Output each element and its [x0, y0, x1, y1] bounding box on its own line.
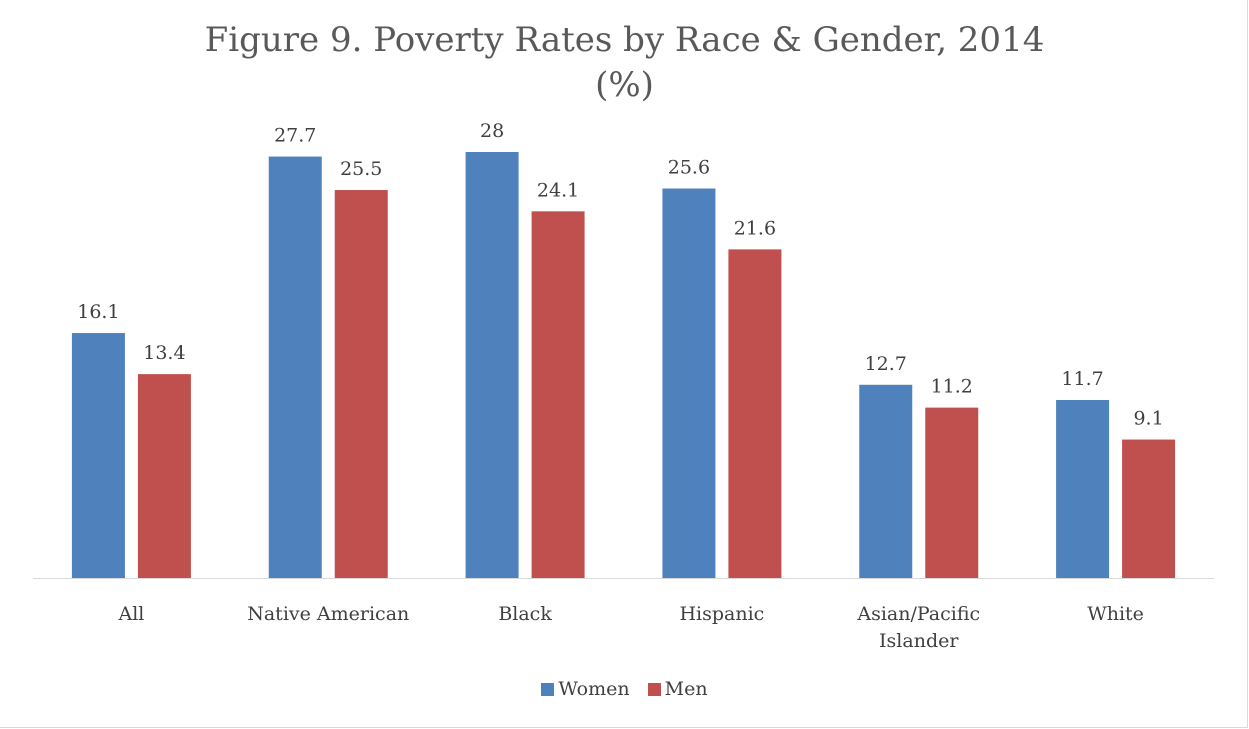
x-tick-label-4-line-0: Asian/Pacific [856, 603, 980, 625]
bar-men-4 [925, 407, 979, 578]
legend-swatch-women [541, 682, 555, 696]
data-label-women-2: 28 [480, 120, 504, 142]
legend-swatch-men [647, 682, 661, 696]
legend-item-men: Men [647, 678, 708, 700]
x-tick-label-5: White [1087, 603, 1144, 625]
x-tick-label-2: Black [498, 603, 552, 625]
bar-men-5 [1122, 439, 1176, 578]
x-tick-label-1: Native American [247, 603, 409, 625]
data-label-women-1: 27.7 [274, 125, 316, 147]
bar-men-3 [728, 249, 782, 578]
data-label-women-5: 11.7 [1061, 368, 1103, 390]
bar-women-2 [465, 152, 519, 578]
chart-title-line-1: Figure 9. Poverty Rates by Race & Gender… [204, 20, 1045, 60]
data-label-men-0: 13.4 [143, 342, 185, 364]
data-label-men-2: 24.1 [537, 179, 579, 201]
data-label-men-5: 9.1 [1133, 408, 1163, 430]
bar-women-3 [662, 188, 716, 578]
bar-women-1 [268, 156, 322, 579]
legend-label-women: Women [558, 678, 630, 700]
legend-item-women: Women [541, 678, 630, 700]
chart-title-line-2: (%) [595, 65, 654, 105]
legend-label-men: Men [664, 678, 708, 700]
chart-title: Figure 9. Poverty Rates by Race & Gender… [0, 18, 1249, 108]
chart-legend: Women Men [0, 678, 1249, 701]
data-label-men-1: 25.5 [340, 158, 382, 180]
data-label-women-4: 12.7 [865, 353, 907, 375]
data-label-women-0: 16.1 [77, 301, 119, 323]
x-tick-label-3: Hispanic [679, 603, 764, 625]
bar-men-2 [531, 211, 585, 579]
bar-men-1 [334, 190, 388, 579]
data-label-men-4: 11.2 [931, 376, 973, 398]
data-label-men-3: 21.6 [734, 217, 776, 239]
bar-women-0 [71, 333, 125, 578]
bar-women-4 [859, 384, 913, 578]
x-tick-label-4-line-1: Islander [879, 630, 959, 652]
bar-women-5 [1056, 399, 1110, 578]
bar-men-0 [137, 374, 191, 578]
x-tick-label-0: All [117, 603, 144, 625]
data-label-women-3: 25.6 [668, 157, 710, 179]
